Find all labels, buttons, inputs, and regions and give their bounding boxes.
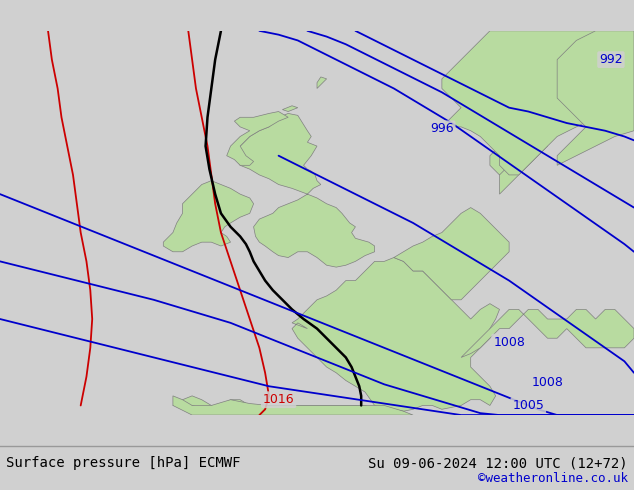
Text: Surface pressure [hPa] ECMWF: Surface pressure [hPa] ECMWF	[6, 456, 241, 470]
Polygon shape	[442, 31, 634, 175]
Polygon shape	[227, 112, 288, 165]
Polygon shape	[557, 31, 634, 165]
Polygon shape	[500, 131, 548, 194]
Text: ©weatheronline.co.uk: ©weatheronline.co.uk	[477, 472, 628, 485]
Polygon shape	[164, 181, 254, 252]
Polygon shape	[490, 117, 548, 175]
Text: Su 09-06-2024 12:00 UTC (12+72): Su 09-06-2024 12:00 UTC (12+72)	[368, 456, 628, 470]
Polygon shape	[292, 258, 500, 411]
Text: 1005: 1005	[512, 399, 544, 412]
Text: 996: 996	[430, 122, 454, 135]
Text: 1008: 1008	[493, 336, 525, 348]
Polygon shape	[317, 77, 327, 89]
Polygon shape	[461, 309, 634, 357]
Text: 992: 992	[599, 53, 623, 66]
Text: 1008: 1008	[531, 376, 564, 389]
Polygon shape	[394, 208, 509, 300]
Text: 1016: 1016	[262, 393, 294, 406]
Polygon shape	[235, 114, 375, 267]
Polygon shape	[173, 396, 407, 415]
Polygon shape	[173, 396, 413, 415]
Polygon shape	[282, 106, 298, 112]
